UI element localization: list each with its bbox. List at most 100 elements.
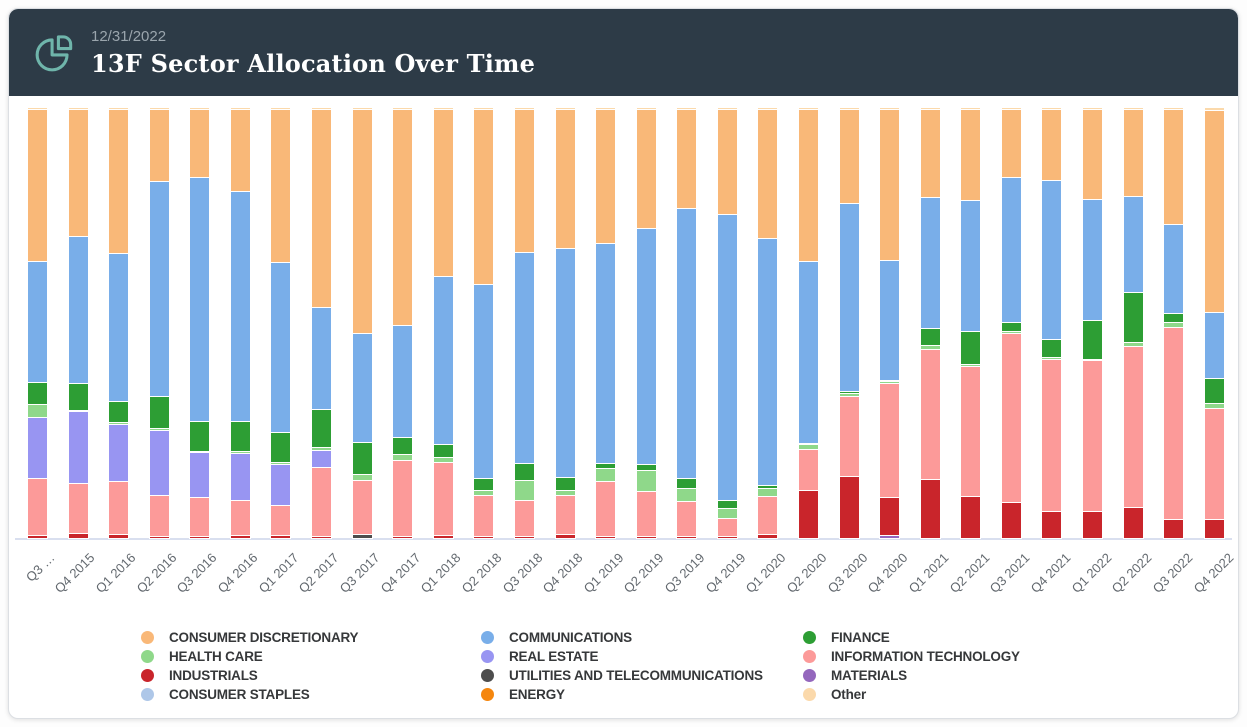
bar-segment-finance[interactable] [757, 484, 779, 490]
stacked-bar[interactable] [270, 106, 292, 539]
bar-segment-industrials[interactable] [635, 535, 657, 540]
bar-segment-industrials[interactable] [1000, 501, 1022, 540]
bar-segment-information-technology[interactable] [554, 494, 576, 537]
bar-segment-health-care[interactable] [757, 487, 779, 498]
bar-segment-health-care[interactable] [432, 457, 454, 465]
bar-segment-industrials[interactable] [513, 536, 535, 539]
bar-segment-information-technology[interactable] [797, 449, 819, 492]
bar-segment-health-care[interactable] [1041, 357, 1063, 361]
bar-segment-communications[interactable] [392, 324, 414, 440]
stacked-bar[interactable] [432, 106, 454, 540]
legend-item-health-care[interactable]: HEALTH CARE [141, 647, 481, 666]
bar-segment-other[interactable] [960, 106, 982, 112]
bar-segment-communications[interactable] [108, 252, 130, 403]
bar-segment-industrials[interactable] [1041, 510, 1063, 540]
bar-segment-industrials[interactable] [432, 534, 454, 540]
bar-segment-health-care[interactable] [716, 508, 738, 521]
bar-segment-other[interactable] [797, 106, 819, 112]
legend-item-information-technology[interactable]: INFORMATION TECHNOLOGY [803, 647, 1020, 666]
bar-segment-utilities-and-telecommunications[interactable] [351, 534, 373, 539]
bar-segment-real-estate[interactable] [27, 417, 48, 480]
bar-segment-finance[interactable] [27, 381, 48, 407]
stacked-bar[interactable] [148, 106, 170, 540]
bar-q1-2016[interactable] [108, 106, 130, 539]
bar-segment-consumer-discretionary[interactable] [919, 109, 941, 200]
bar-segment-other[interactable] [595, 106, 617, 112]
legend-item-consumer-staples[interactable]: CONSUMER STAPLES [141, 685, 481, 704]
bar-segment-industrials[interactable] [189, 535, 211, 540]
bar-q1-2020[interactable] [757, 106, 779, 539]
bar-segment-other[interactable] [108, 106, 130, 112]
bar-segment-health-care[interactable] [189, 450, 211, 455]
bar-segment-industrials[interactable] [392, 536, 414, 539]
bar-segment-consumer-discretionary[interactable] [27, 109, 48, 263]
bar-segment-industrials[interactable] [1203, 518, 1225, 540]
bar-segment-information-technology[interactable] [513, 500, 535, 539]
legend-item-consumer-discretionary[interactable]: CONSUMER DISCRETIONARY [141, 628, 481, 647]
bar-segment-industrials[interactable] [1122, 506, 1144, 540]
bar-segment-finance[interactable] [189, 420, 211, 453]
bar-segment-consumer-discretionary[interactable] [1122, 109, 1144, 199]
bar-segment-finance[interactable] [595, 462, 617, 470]
bar-segment-industrials[interactable] [67, 533, 89, 539]
bar-q2-2021[interactable] [960, 106, 982, 540]
bar-q4-2021[interactable] [1041, 106, 1063, 540]
bar-segment-other[interactable] [635, 106, 657, 112]
bar-segment-finance[interactable] [960, 331, 982, 367]
bar-segment-communications[interactable] [595, 242, 617, 465]
bar-q1-2021[interactable] [919, 106, 941, 540]
stacked-bar[interactable] [1000, 106, 1022, 540]
bar-segment-health-care[interactable] [351, 473, 373, 482]
bar-segment-information-technology[interactable] [1000, 332, 1022, 504]
bar-segment-consumer-discretionary[interactable] [1163, 109, 1185, 226]
bar-segment-health-care[interactable] [1203, 402, 1225, 411]
bar-segment-communications[interactable] [716, 214, 738, 503]
stacked-bar[interactable] [595, 106, 617, 539]
stacked-bar[interactable] [716, 107, 738, 539]
bar-segment-other[interactable] [270, 106, 292, 112]
bar-segment-information-technology[interactable] [351, 479, 373, 537]
bar-segment-information-technology[interactable] [635, 490, 657, 538]
stacked-bar[interactable] [838, 106, 860, 539]
bar-segment-information-technology[interactable] [1203, 408, 1225, 521]
bar-segment-consumer-discretionary[interactable] [148, 109, 170, 184]
stacked-bar[interactable] [676, 106, 698, 539]
bar-q3-2022[interactable] [1163, 106, 1185, 540]
bar-segment-consumer-discretionary[interactable] [311, 109, 333, 309]
bar-segment-consumer-discretionary[interactable] [960, 109, 982, 203]
bar-segment-finance[interactable] [716, 500, 738, 511]
bar-segment-health-care[interactable] [311, 446, 333, 453]
bar-segment-consumer-discretionary[interactable] [757, 109, 779, 240]
bar-segment-real-estate[interactable] [67, 411, 89, 485]
bar-segment-industrials[interactable] [797, 489, 819, 540]
bar-segment-finance[interactable] [797, 442, 819, 447]
bar-segment-information-technology[interactable] [1122, 345, 1144, 509]
bar-q4-2018[interactable] [554, 106, 576, 539]
bar-segment-other[interactable] [1041, 106, 1063, 112]
bar-segment-finance[interactable] [1041, 339, 1063, 360]
bar-segment-information-technology[interactable] [311, 467, 333, 538]
legend-item-finance[interactable]: FINANCE [803, 628, 1020, 647]
bar-segment-consumer-discretionary[interactable] [108, 109, 130, 255]
bar-segment-information-technology[interactable] [473, 494, 495, 539]
stacked-bar[interactable] [513, 106, 535, 539]
bar-segment-consumer-discretionary[interactable] [716, 109, 738, 217]
bar-segment-communications[interactable] [676, 208, 698, 481]
bar-segment-information-technology[interactable] [108, 480, 130, 537]
bar-q4-2016[interactable] [229, 106, 251, 540]
bar-segment-industrials[interactable] [148, 535, 170, 540]
bar-segment-other[interactable] [676, 106, 698, 112]
bar-segment-information-technology[interactable] [189, 497, 211, 538]
bar-q3-2020[interactable] [838, 106, 860, 539]
bar-q4-2017[interactable] [392, 106, 414, 539]
bar-segment-consumer-discretionary[interactable] [879, 109, 901, 263]
bar-segment-finance[interactable] [635, 464, 657, 473]
bar-segment-health-care[interactable] [229, 451, 251, 456]
bar-segment-other[interactable] [838, 106, 860, 112]
bar-segment-communications[interactable] [1000, 176, 1022, 324]
bar-segment-industrials[interactable] [757, 534, 779, 539]
bar-q3-2021[interactable] [1000, 106, 1022, 540]
bar-segment-communications[interactable] [351, 332, 373, 444]
bar-q2-2018[interactable] [473, 106, 495, 539]
stacked-bar[interactable] [1082, 106, 1104, 540]
